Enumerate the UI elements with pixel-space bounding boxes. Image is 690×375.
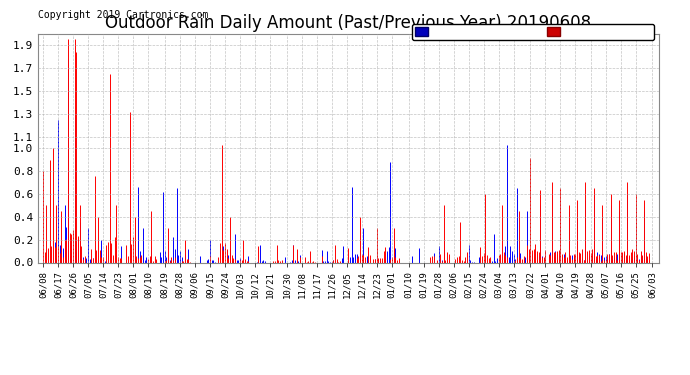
Text: Copyright 2019 Cartronics.com: Copyright 2019 Cartronics.com: [38, 10, 208, 20]
Title: Outdoor Rain Daily Amount (Past/Previous Year) 20190608: Outdoor Rain Daily Amount (Past/Previous…: [106, 14, 591, 32]
Legend: Previous  (Inches), Past  (Inches): Previous (Inches), Past (Inches): [412, 24, 653, 40]
